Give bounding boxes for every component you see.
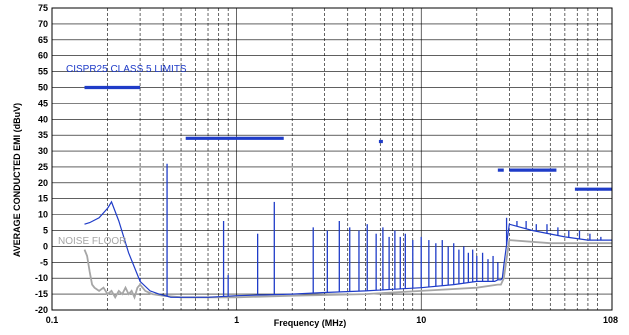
- y-tick-label: 40: [38, 114, 48, 124]
- x-tick-labels: 0.1 1 10 108: [46, 315, 618, 325]
- emi-series: [84, 163, 612, 298]
- y-tick-label: 45: [38, 98, 48, 108]
- noise-floor-series: [83, 239, 612, 300]
- y-tick-label: 25: [38, 162, 48, 172]
- y-tick-label: -10: [35, 273, 48, 283]
- limits-annotation: CISPR25 CLASS 5 LIMITS: [66, 64, 187, 75]
- y-tick-label: 0: [43, 241, 48, 251]
- y-tick-label: 30: [38, 146, 48, 156]
- emi-line: [84, 200, 612, 298]
- y-axis-title: AVERAGE CONDUCTED EMI (dBuV): [12, 103, 22, 257]
- x-tick-label: 1: [234, 315, 239, 325]
- y-tick-label: 55: [38, 67, 48, 77]
- y-tick-label: 70: [38, 19, 48, 29]
- y-tick-label: -15: [35, 289, 48, 299]
- y-tick-label: -5: [40, 257, 48, 267]
- limit-lines: [84, 85, 612, 191]
- y-tick-label: 15: [38, 194, 48, 204]
- noise-floor-line: [83, 239, 612, 300]
- x-tick-label: 108: [603, 315, 618, 325]
- y-tick-label: 75: [38, 3, 48, 13]
- y-tick-label: 60: [38, 51, 48, 61]
- x-axis-title: Frequency (MHz): [274, 318, 347, 328]
- y-tick-label: 65: [38, 35, 48, 45]
- x-tick-label: 10: [416, 315, 426, 325]
- plot-frame: [51, 7, 613, 311]
- y-tick-label: 35: [38, 130, 48, 140]
- y-tick-label: 50: [38, 82, 48, 92]
- y-tick-label: 20: [38, 178, 48, 188]
- y-tick-label: 10: [38, 210, 48, 220]
- x-tick-label: 0.1: [46, 315, 59, 325]
- y-tick-label: -20: [35, 305, 48, 315]
- noise-floor-annotation: NOISE FLOOR: [58, 236, 126, 247]
- y-tick-labels: -20 -15 -10 -5 0 5 10 15 20 25 30 35 40 45 50 55 60 65 70 7…: [35, 3, 48, 315]
- y-tick-label: 5: [43, 226, 48, 236]
